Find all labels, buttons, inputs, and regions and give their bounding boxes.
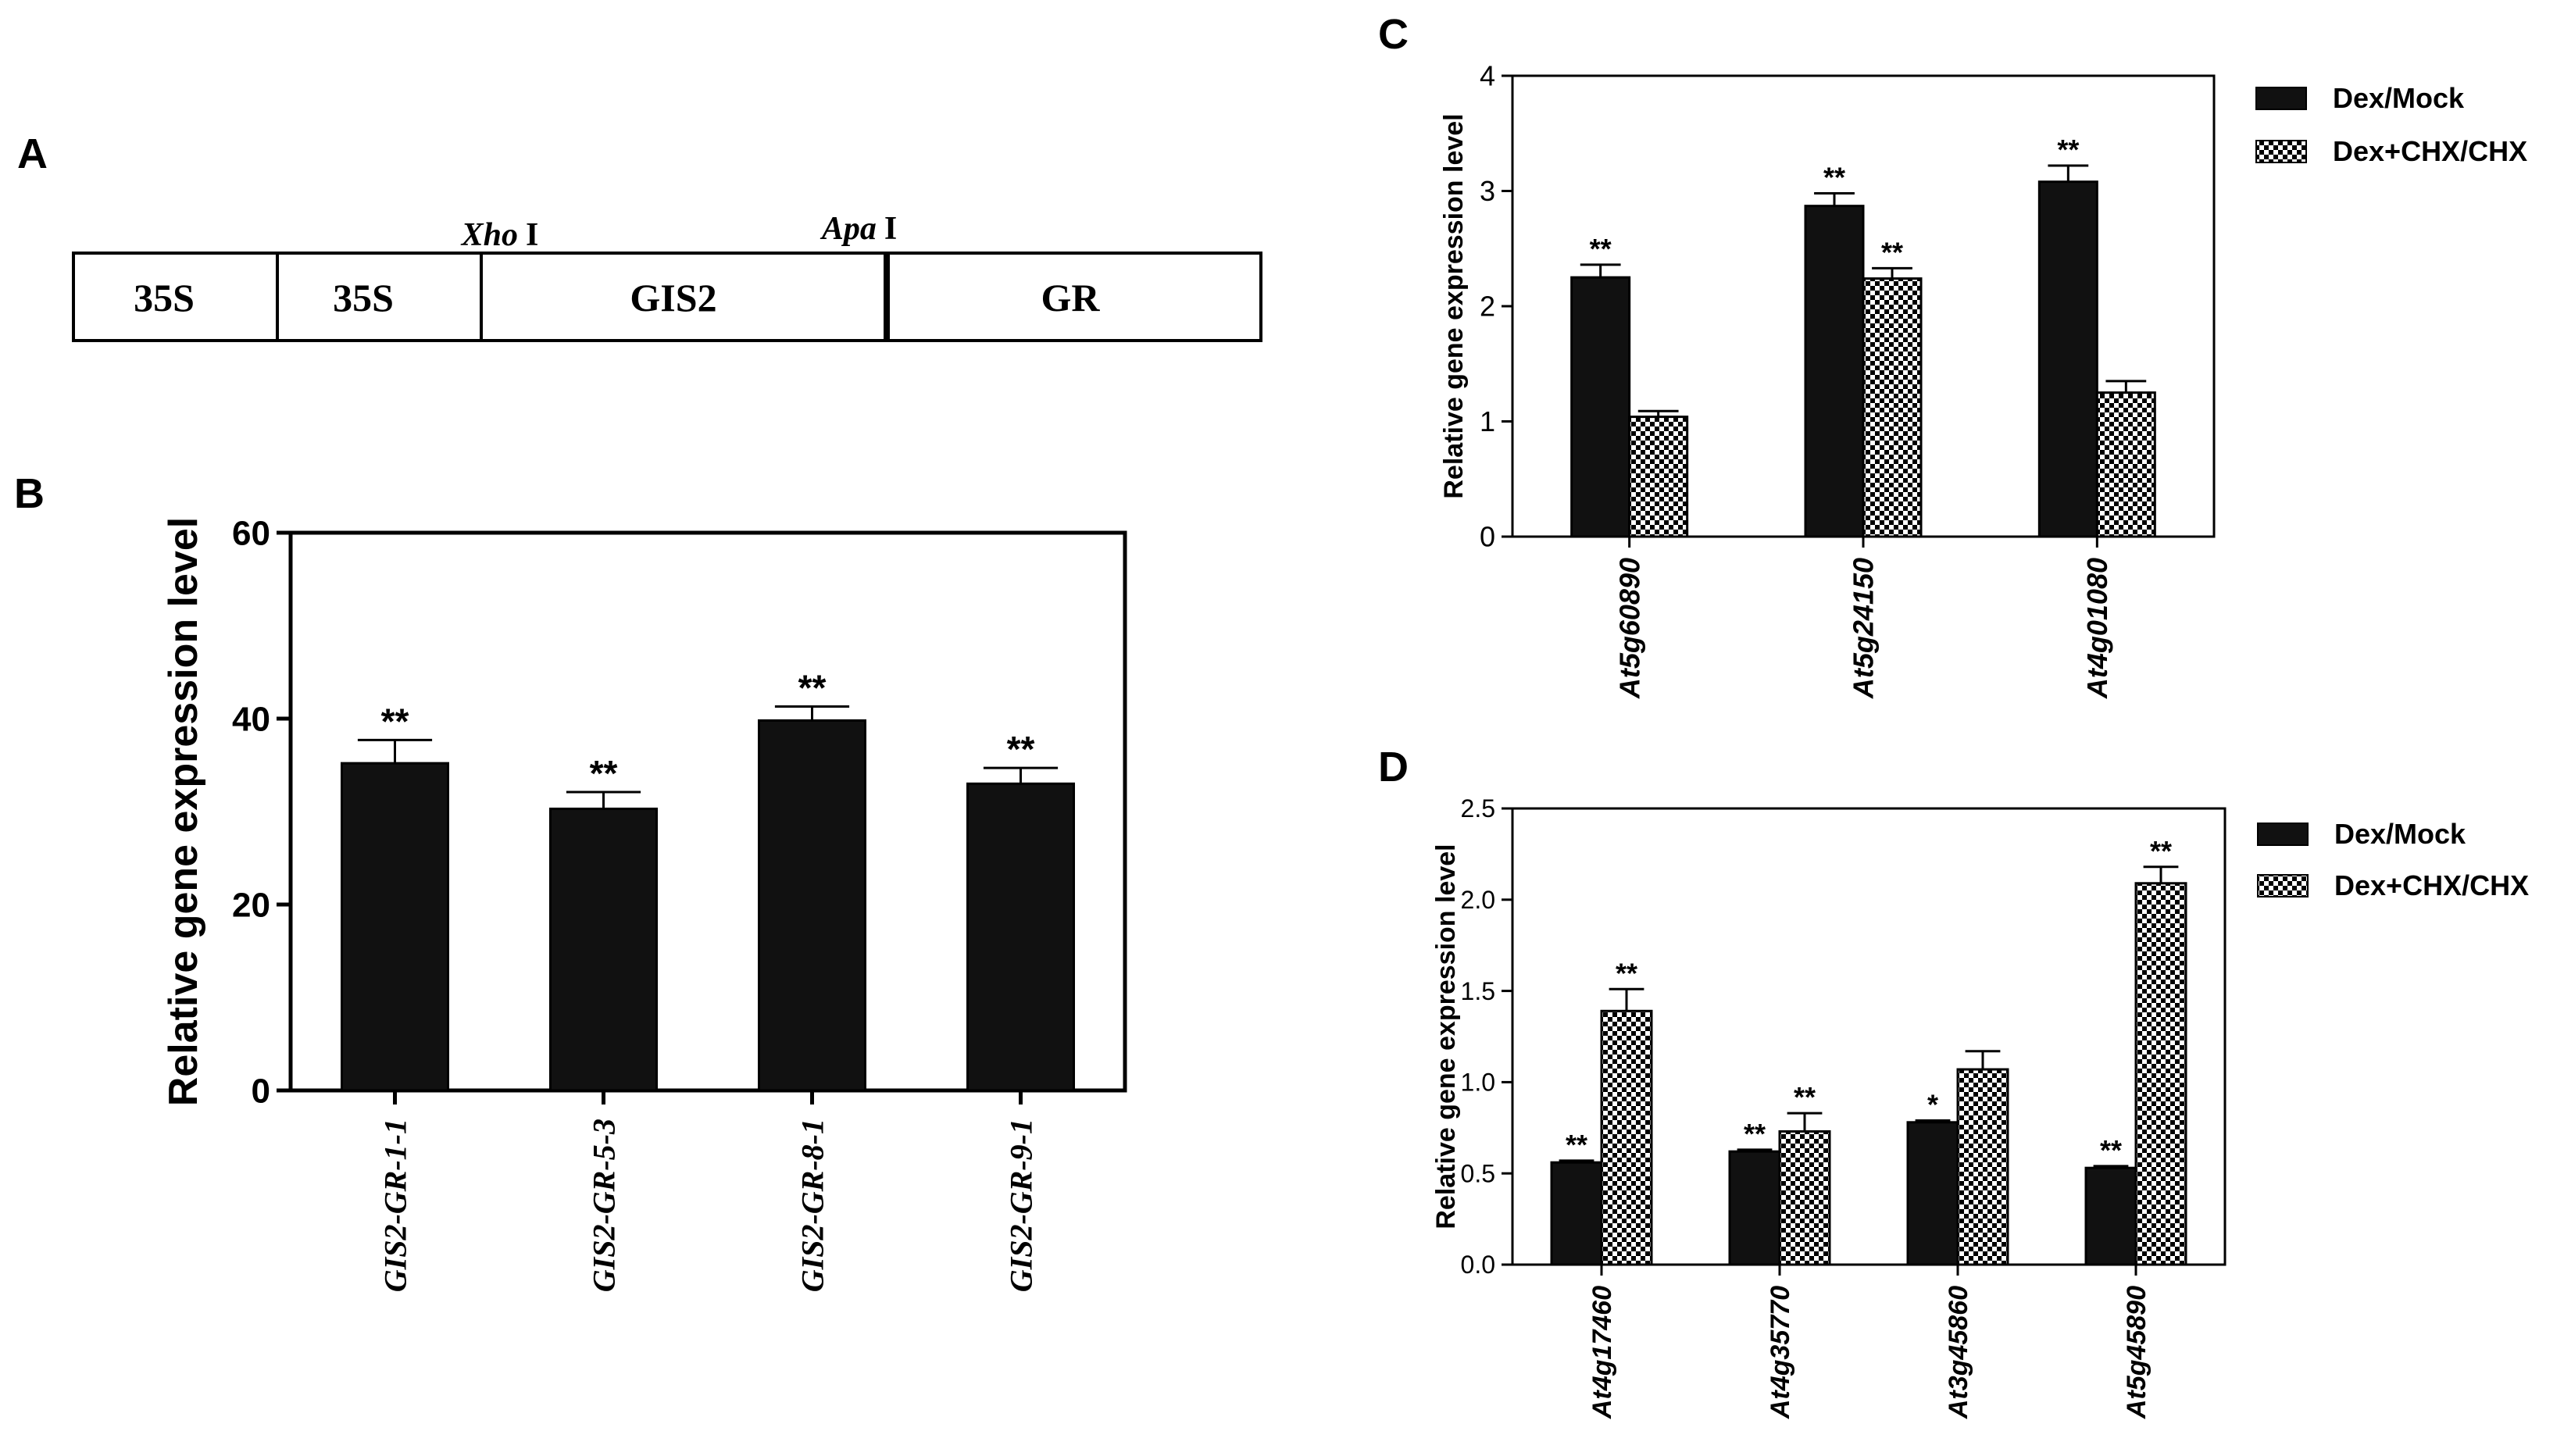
segment-35s-first: 35S <box>134 276 195 319</box>
bar <box>1728 1150 1781 1266</box>
legend-label: Dex/Mock <box>2334 818 2466 850</box>
significance-marker: ** <box>798 668 827 708</box>
y-axis-label: Relative gene expression level <box>1431 844 1461 1229</box>
panel-letter-d: D <box>1378 744 1409 790</box>
significance-marker: ** <box>2150 835 2172 867</box>
x-tick-label: At5g60890 <box>1613 558 1645 699</box>
bar <box>1906 1121 1959 1266</box>
significance-marker: ** <box>1590 233 1612 265</box>
bar <box>966 782 1075 1092</box>
construct-diagram: 35S 35S GIS2 GR Xho I Apa I <box>72 211 1262 342</box>
bar <box>1862 277 1923 538</box>
legend-swatch <box>2257 874 2309 898</box>
legend-swatch <box>2255 140 2307 163</box>
significance-marker: * <box>1927 1088 1938 1120</box>
bar <box>1550 1161 1603 1266</box>
y-tick-label: 2.5 <box>1461 794 1495 823</box>
significance-marker: ** <box>590 753 618 794</box>
x-tick-label: GIS2-GR-9-1 <box>1004 1119 1039 1292</box>
panel-letter-b: B <box>14 470 45 517</box>
y-tick-label: 60 <box>232 514 270 552</box>
y-tick-label: 3 <box>1480 175 1495 207</box>
y-tick-label: 0.5 <box>1461 1159 1495 1187</box>
significance-marker: ** <box>1881 236 1903 268</box>
panel-letter-c: C <box>1378 11 1409 58</box>
restriction-site-apa: Apa I <box>820 211 897 247</box>
chart-c: 0 1 2 3 4 Relative gene expression level ** At5… <box>1439 60 2527 700</box>
y-tick-label: 0.0 <box>1461 1251 1495 1279</box>
significance-marker: ** <box>1823 161 1845 193</box>
segment-gis2: GIS2 <box>630 276 716 319</box>
chart-b: 0 20 40 60 Relative gene expression level ** G… <box>161 514 1127 1292</box>
x-tick-label: At4g01080 <box>2081 558 2113 699</box>
y-tick-label: 1.0 <box>1461 1069 1495 1097</box>
y-axis-label: Relative gene expression level <box>1439 113 1469 498</box>
bar <box>2095 391 2156 538</box>
legend-swatch <box>2257 823 2309 846</box>
bar <box>1778 1129 1831 1266</box>
y-tick-label: 1 <box>1480 405 1495 437</box>
bar <box>2037 180 2098 538</box>
y-tick-label: 1.5 <box>1461 977 1495 1005</box>
bar <box>1570 276 1631 538</box>
x-tick-label: At4g17460 <box>1587 1286 1617 1419</box>
y-axis-label: Relative gene expression level <box>161 517 206 1106</box>
significance-marker: ** <box>2057 134 2079 166</box>
y-tick-label: 0 <box>1480 521 1495 553</box>
legend-label: Dex/Mock <box>2333 82 2465 114</box>
bar <box>341 762 449 1092</box>
significance-marker: ** <box>381 701 409 741</box>
legend-swatch <box>2255 87 2307 110</box>
y-tick-label: 20 <box>232 886 270 924</box>
y-tick-label: 4 <box>1480 60 1495 92</box>
segment-gr: GR <box>1041 276 1101 319</box>
construct-outline <box>72 252 1262 342</box>
x-tick-label: At4g35770 <box>1766 1286 1795 1419</box>
x-tick-label: GIS2-GR-1-1 <box>378 1119 413 1292</box>
y-tick-label: 2.0 <box>1461 886 1495 914</box>
bar <box>1628 416 1689 538</box>
x-tick-label: At3g45860 <box>1944 1286 1973 1419</box>
bar <box>758 719 866 1092</box>
y-tick-label: 40 <box>232 700 270 738</box>
legend-label: Dex+CHX/CHX <box>2333 135 2527 167</box>
significance-marker: ** <box>1744 1118 1766 1150</box>
plot-frame <box>288 530 1127 1093</box>
bar <box>1600 1009 1653 1266</box>
bar <box>549 807 658 1092</box>
bar <box>1804 205 1865 538</box>
restriction-site-xho: Xho I <box>460 217 539 253</box>
x-tick-label: GIS2-GR-5-3 <box>587 1119 622 1292</box>
y-tick-label: 2 <box>1480 291 1495 323</box>
x-tick-label: GIS2-GR-8-1 <box>795 1119 830 1292</box>
legend-label: Dex+CHX/CHX <box>2334 869 2529 901</box>
significance-marker: ** <box>1794 1081 1816 1113</box>
significance-marker: ** <box>1616 957 1637 989</box>
significance-marker: ** <box>1007 729 1035 769</box>
significance-marker: ** <box>2100 1134 2122 1166</box>
significance-marker: ** <box>1566 1129 1587 1161</box>
y-tick-label: 0 <box>252 1072 270 1110</box>
bar <box>2084 1166 2137 1266</box>
x-tick-label: At5g24150 <box>1848 558 1880 699</box>
panel-letter-a: A <box>17 130 48 177</box>
plot-frame <box>1511 807 2227 1266</box>
x-tick-label: At5g45890 <box>2122 1286 2152 1419</box>
bar <box>2134 882 2187 1266</box>
segment-35s-second: 35S <box>333 276 394 319</box>
bar <box>1956 1068 2009 1266</box>
